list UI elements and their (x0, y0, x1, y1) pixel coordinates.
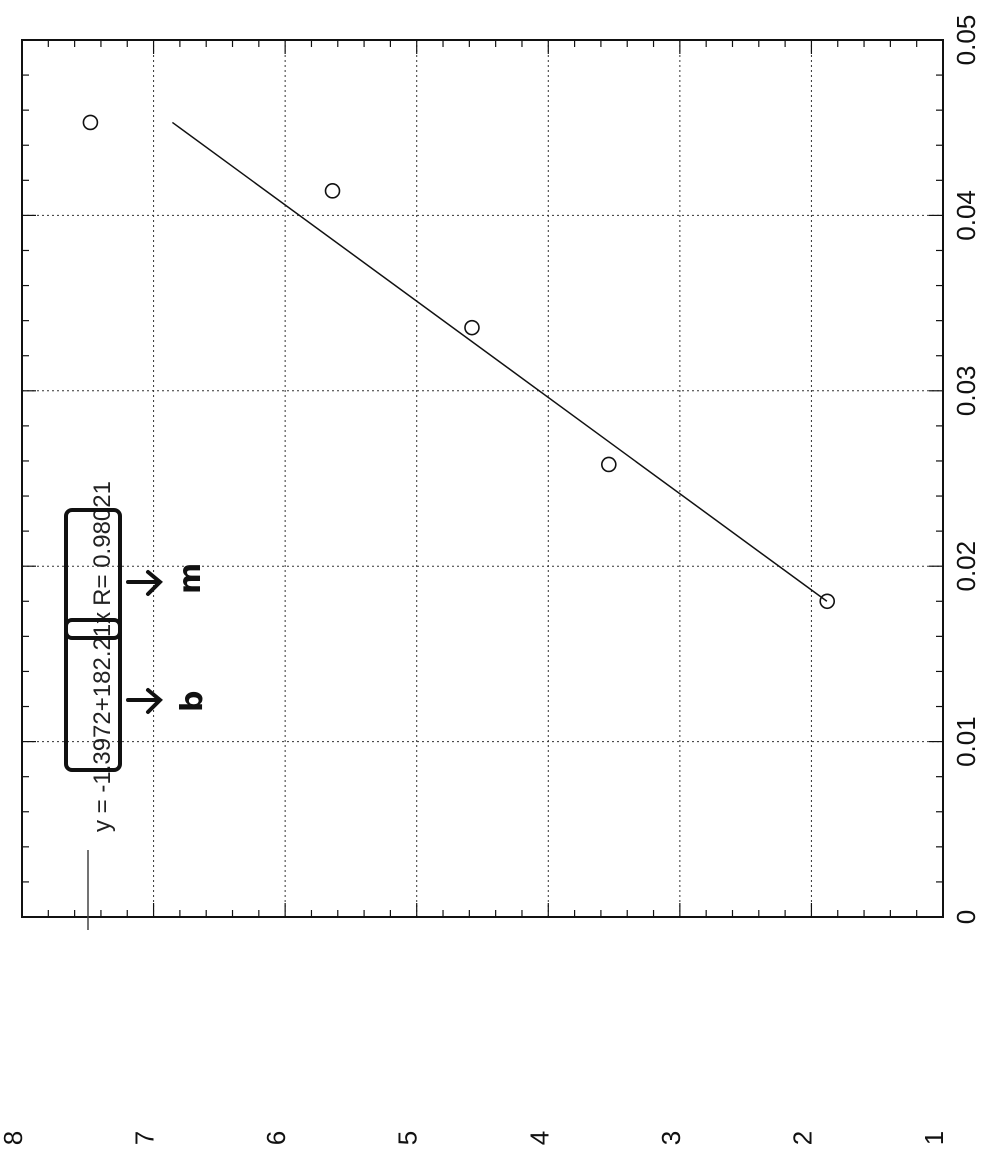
grid-lines (22, 40, 943, 917)
x-tick-label: 0.01 (951, 716, 981, 767)
y-tick-label: 1 (919, 1131, 949, 1145)
y-tick-label: 8 (0, 1131, 28, 1145)
legend: y = -1.3972+182.21x R= 0.98021 (87, 481, 116, 930)
intercept-arrow-icon (126, 688, 163, 714)
x-tick-labels: 0 0.01 0.02 0.03 0.04 0.05 (951, 15, 981, 925)
legend-plus: + (89, 697, 116, 711)
x-tick-label: 0.02 (951, 541, 981, 592)
y-tick-label: 3 (656, 1131, 686, 1145)
x-tick-label: 0 (951, 910, 981, 924)
y-tick-label: 4 (524, 1131, 554, 1145)
data-point (82, 114, 99, 131)
y-tick-labels: 1 2 3 4 5 6 7 8 (0, 1131, 949, 1145)
data-point (464, 319, 480, 336)
handwritten-annotations: b m (64, 508, 210, 772)
slope-mark: m (173, 563, 208, 594)
data-point (601, 456, 617, 473)
legend-r-value: R= 0.98021 (89, 481, 116, 606)
x-tick-label: 0.03 (951, 365, 981, 416)
fit-line (171, 121, 828, 602)
slope-box (64, 508, 122, 640)
x-tick-label: 0.04 (951, 190, 981, 241)
legend-equation: y = -1.3972+182.21x R= 0.98021 (89, 481, 116, 832)
data-points (82, 114, 836, 610)
intercept-box (64, 618, 122, 772)
legend-intercept: -1.3972 (89, 711, 116, 792)
data-point (324, 183, 341, 199)
plot-frame (21, 39, 944, 918)
slope-arrow-icon (126, 570, 163, 596)
intercept-mark: b (175, 691, 210, 712)
y-tick-label: 5 (393, 1131, 423, 1145)
legend-prefix: y = (89, 793, 116, 832)
y-tick-label: 2 (787, 1131, 817, 1145)
y-tick-label: 6 (261, 1131, 291, 1145)
legend-slope: 182.21x (89, 612, 116, 697)
data-point (819, 593, 836, 610)
y-tick-label: 7 (130, 1131, 160, 1145)
x-tick-label: 0.05 (951, 15, 981, 66)
minor-ticks (21, 39, 944, 918)
